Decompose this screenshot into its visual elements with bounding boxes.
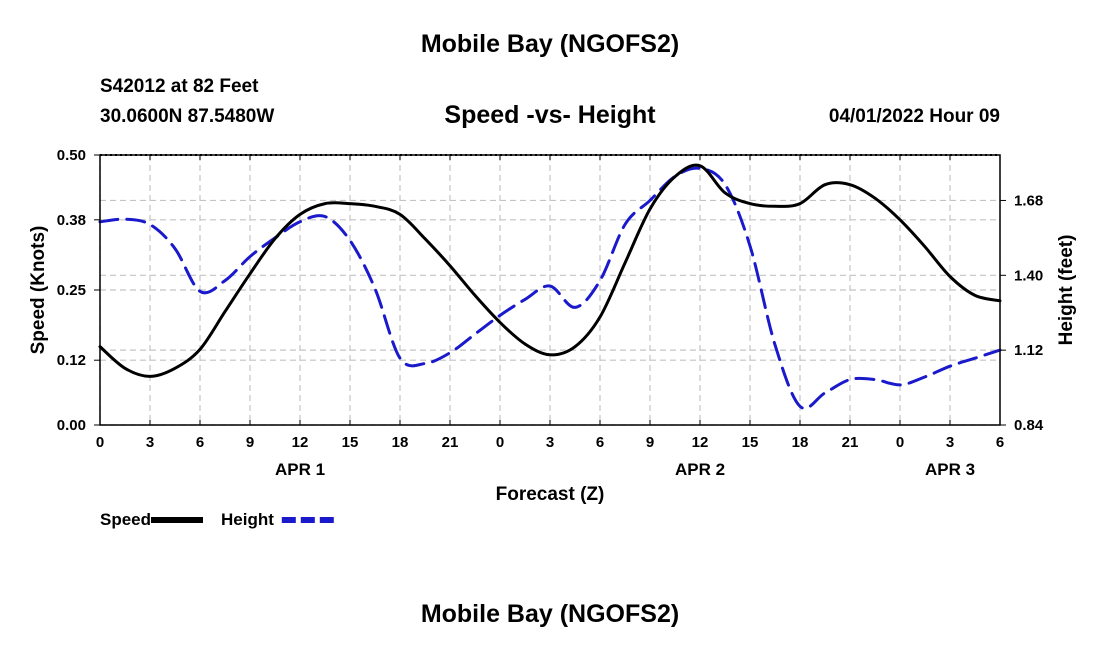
x-tick-label: 9 [246,434,254,451]
y-tick-label-left: 0.25 [57,282,86,299]
y-tick-label-right: 1.40 [1014,267,1043,284]
x-tick-label: 3 [546,434,554,451]
x-tick-label: 15 [742,434,759,451]
x-tick-label: 15 [342,434,359,451]
x-tick-label: 6 [596,434,604,451]
y-tick-label-right: 0.84 [1014,417,1044,434]
date-label: APR 3 [925,460,975,479]
axis-labels: 0 3 6 9 12 15 18 21 0 3 6 9 12 15 18 21 0 3 6 0.00 0.12 0.25 0… [28,147,1077,505]
y-tick-label-left: 0.38 [57,212,86,229]
y-tick-label-left: 0.12 [57,352,86,369]
y-tick-label-right: 1.12 [1014,342,1043,359]
series-lines [98,163,1002,410]
chart-title: Mobile Bay (NGOFS2) [420,30,680,58]
legend-label: Height [221,510,274,529]
y-tick-label-left: 0.00 [57,417,86,434]
x-tick-label: 12 [692,434,709,451]
x-tick-label: 9 [646,434,654,451]
x-tick-label: 0 [496,434,504,451]
y-tick-label-left: 0.50 [57,147,86,164]
x-tick-label: 3 [946,434,954,451]
y-axis-title-right: Height (feet) [1056,235,1077,346]
date-label: APR 1 [275,460,325,479]
y-tick-label-right: 1.68 [1014,192,1043,209]
coordinates-label: 30.0600N 87.5480W [100,106,275,127]
series-line-speed [98,163,1002,378]
x-axis-title: Forecast (Z) [496,484,605,505]
x-tick-label: 0 [896,434,904,451]
date-label: APR 2 [675,460,725,479]
legend: Speed Height [100,510,334,529]
station-label: S42012 at 82 Feet [100,76,259,97]
legend-label: Speed [100,510,151,529]
grid-lines [99,154,1001,426]
x-tick-label: 12 [292,434,309,451]
chart-subtitle: Speed -vs- Height [444,101,656,129]
footer-title: Mobile Bay (NGOFS2) [420,600,680,628]
y-axis-title-left: Speed (Knots) [28,226,49,355]
x-tick-label: 6 [996,434,1004,451]
x-tick-label: 18 [792,434,809,451]
x-tick-label: 18 [392,434,409,451]
forecast-datetime: 04/01/2022 Hour 09 [828,106,1000,127]
axes [94,154,1006,426]
x-tick-label: 6 [196,434,204,451]
x-tick-label: 3 [146,434,154,451]
x-tick-label: 21 [442,434,459,451]
x-tick-label: 0 [96,434,104,451]
series-line-height [98,166,1002,410]
x-tick-label: 21 [842,434,859,451]
